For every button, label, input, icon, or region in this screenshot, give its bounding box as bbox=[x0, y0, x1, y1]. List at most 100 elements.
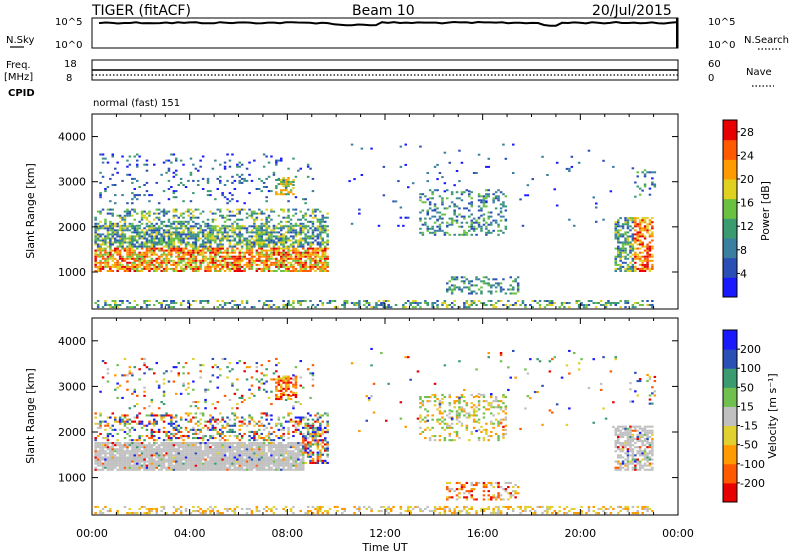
echo-cell bbox=[463, 207, 466, 210]
echo-cell bbox=[302, 222, 305, 225]
echo-cell bbox=[311, 216, 315, 219]
echo-cell bbox=[99, 212, 102, 215]
echo-cell bbox=[248, 458, 251, 461]
echo-cell bbox=[140, 444, 144, 447]
echo-cell bbox=[145, 306, 149, 309]
echo-cell bbox=[431, 225, 434, 228]
echo-cell bbox=[184, 237, 188, 240]
echo-cell bbox=[175, 448, 178, 451]
nsky-trace bbox=[99, 20, 677, 27]
echo-cell bbox=[284, 462, 288, 465]
echo-cell bbox=[304, 218, 307, 221]
echo-cell bbox=[109, 227, 112, 230]
echo-cell bbox=[226, 424, 229, 427]
echo-cell bbox=[123, 446, 127, 449]
echo-cell bbox=[617, 235, 620, 238]
echo-cell bbox=[128, 428, 132, 431]
echo-cell bbox=[236, 437, 239, 440]
echo-cell bbox=[221, 243, 224, 246]
echo-cell bbox=[133, 261, 136, 264]
echo-cell bbox=[236, 165, 239, 168]
echo-cell bbox=[175, 233, 178, 236]
echo-cell bbox=[580, 304, 583, 306]
echo-cell bbox=[175, 420, 178, 423]
echo-cell bbox=[272, 261, 276, 264]
echo-cell bbox=[641, 221, 644, 224]
echo-cell bbox=[211, 239, 215, 242]
echo-cell bbox=[294, 468, 298, 471]
echo-cell bbox=[167, 454, 171, 457]
echo-cell bbox=[468, 215, 471, 218]
echo-cell bbox=[184, 460, 188, 463]
echo-cell bbox=[167, 435, 171, 438]
echo-cell bbox=[133, 458, 136, 461]
echo-cell bbox=[223, 249, 227, 252]
echo-cell bbox=[118, 458, 122, 461]
echo-cell bbox=[133, 245, 136, 248]
echo-cell bbox=[504, 227, 508, 230]
echo-cell bbox=[148, 251, 151, 254]
echo-cell bbox=[184, 442, 188, 445]
echo-cell bbox=[292, 237, 295, 240]
echo-cell bbox=[228, 458, 232, 461]
echo-cell bbox=[319, 300, 322, 302]
echo-cell bbox=[145, 229, 149, 232]
echo-cell bbox=[516, 282, 520, 285]
echo-cell bbox=[485, 231, 488, 234]
echo-cell bbox=[280, 462, 283, 465]
echo-cell bbox=[136, 422, 139, 425]
echo-cell bbox=[111, 300, 114, 302]
echo-cell bbox=[211, 426, 215, 429]
echo-cell bbox=[216, 251, 219, 254]
echo-cell bbox=[101, 175, 105, 178]
echo-cell bbox=[299, 304, 302, 306]
echo-cell bbox=[284, 263, 288, 266]
echo-cell bbox=[223, 302, 227, 304]
echo-cell bbox=[138, 220, 141, 223]
echo-cell bbox=[94, 468, 97, 471]
echo-cell bbox=[284, 259, 288, 262]
echo-cell bbox=[299, 452, 302, 455]
echo-cell bbox=[436, 211, 439, 214]
echo-cell bbox=[482, 223, 486, 226]
echo-cell bbox=[104, 460, 107, 463]
echo-cell bbox=[194, 233, 198, 236]
echo-cell bbox=[182, 216, 185, 219]
echo-cell bbox=[138, 446, 141, 449]
echo-cell bbox=[509, 288, 512, 291]
echo-cell bbox=[153, 418, 156, 421]
echo-cell bbox=[277, 159, 281, 162]
echo-cell bbox=[165, 439, 168, 442]
echo-cell bbox=[448, 288, 451, 291]
echo-cell bbox=[231, 245, 234, 248]
echo-cell bbox=[211, 218, 215, 221]
echo-cell bbox=[577, 300, 581, 302]
echo-cell bbox=[199, 418, 202, 421]
echo-cell bbox=[502, 201, 505, 204]
echo-cell bbox=[450, 201, 454, 204]
echo-cell bbox=[165, 259, 168, 262]
echo-cell bbox=[304, 237, 307, 240]
echo-cell bbox=[189, 157, 193, 160]
echo-cell bbox=[472, 300, 476, 302]
echo-cell bbox=[265, 464, 268, 467]
echo-cell bbox=[475, 227, 478, 230]
echo-cell bbox=[382, 306, 386, 309]
echo-cell bbox=[646, 171, 649, 174]
echo-cell bbox=[294, 430, 298, 433]
echo-cell bbox=[287, 225, 290, 228]
echo-cell bbox=[199, 231, 202, 234]
echo-cell bbox=[258, 208, 261, 211]
echo-cell bbox=[436, 229, 439, 232]
echo-cell bbox=[565, 167, 569, 170]
echo-cell bbox=[255, 432, 259, 435]
echo-cell bbox=[216, 270, 219, 272]
echo-cell bbox=[238, 458, 241, 461]
echo-cell bbox=[614, 302, 617, 304]
echo-cell bbox=[248, 420, 251, 423]
echo-cell bbox=[170, 306, 173, 309]
echo-cell bbox=[131, 235, 134, 238]
echo-cell bbox=[101, 458, 105, 461]
echo-cell bbox=[194, 460, 198, 463]
echo-cell bbox=[96, 458, 100, 461]
